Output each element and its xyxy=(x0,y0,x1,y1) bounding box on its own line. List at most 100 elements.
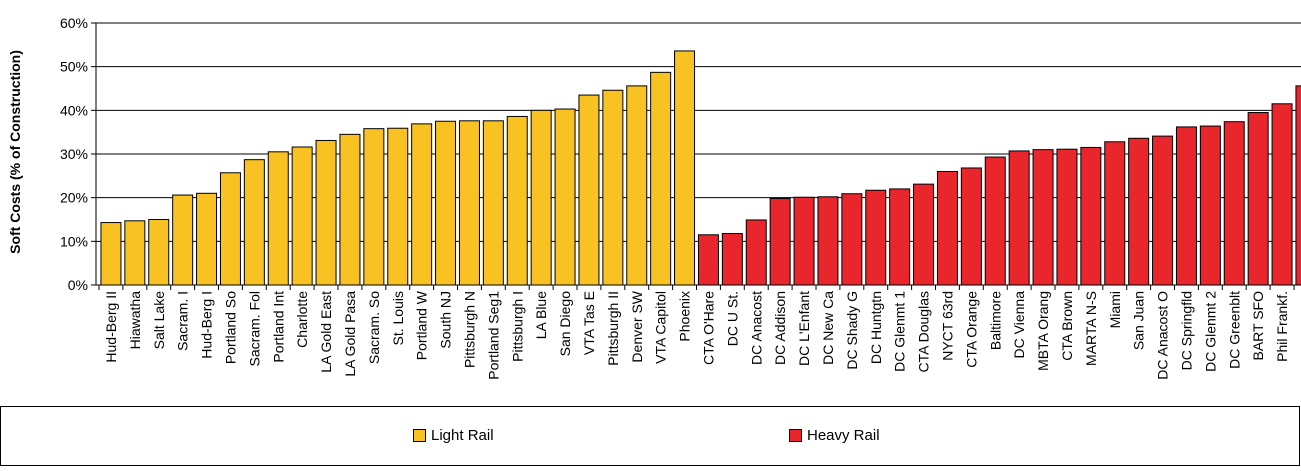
bar-dc-glenmt-1 xyxy=(889,188,911,286)
bar-san-juan xyxy=(1128,137,1150,286)
legend-item-light-rail: Light Rail xyxy=(413,427,494,444)
x-tick-label-charlotte: Charlotte xyxy=(294,291,310,348)
x-tick-label-hiawatha: Hiawatha xyxy=(127,291,143,350)
x-tick-label-san-juan: San Juan xyxy=(1131,291,1147,350)
x-tick-label-sacram-i: Sacram. I xyxy=(175,291,191,351)
bar-pittsburgh-n xyxy=(458,120,480,286)
legend-swatch-light-rail xyxy=(413,429,426,442)
x-tick-label-dc-u-st-: DC U St. xyxy=(724,291,740,346)
bar-sacram-fol xyxy=(243,159,265,286)
bar-vta-capitol xyxy=(650,71,672,286)
bar-cta-douglas xyxy=(913,183,935,286)
x-tick-label-phil-frankf-: Phil Frankf. xyxy=(1274,291,1290,362)
y-tick-label-30: 30% xyxy=(60,146,88,162)
x-tick-label-dc-l-enfant: DC L'Enfant xyxy=(796,291,812,366)
x-tick-label-portland-seg1: Portland Seg1 xyxy=(485,291,501,380)
x-tick-label-cta-orange: CTA Orange xyxy=(963,291,979,368)
bar-phoenix xyxy=(674,50,696,286)
x-tick-label-dc-glenmt-2: DC Glenmt 2 xyxy=(1202,291,1218,372)
x-tick-label-la-gold-east: LA Gold East xyxy=(318,291,334,373)
x-tick-label-dc-addison: DC Addison xyxy=(772,291,788,365)
bar-dc-addison xyxy=(769,198,791,286)
bar-dc-huntgtn xyxy=(865,189,887,286)
x-tick-label-bart-sfo: BART SFO xyxy=(1250,291,1266,361)
bar-vta-tas-e xyxy=(578,94,600,286)
x-tick-label-dc-glenmt-1: DC Glenmt 1 xyxy=(892,291,908,372)
bar-sacram-i xyxy=(172,194,194,286)
bar-nyct-63rd xyxy=(936,170,958,286)
x-tick-label-portland-w: Portland W xyxy=(414,290,430,360)
bar-portland-so xyxy=(219,172,241,286)
bar-portland-w xyxy=(411,123,433,286)
bar-dc-l-enfant xyxy=(793,196,815,286)
legend: Light Rail Heavy Rail xyxy=(0,406,1300,466)
bar-marta-n-s xyxy=(1080,146,1102,286)
bar-denver-sw xyxy=(626,85,648,286)
x-tick-label-phoenix: Phoenix xyxy=(677,291,693,342)
bar-la-blue xyxy=(530,109,552,286)
bar-dc-anacost xyxy=(745,219,767,286)
bar-bart-sfo xyxy=(1247,112,1269,286)
bar-nyct-stillw xyxy=(1295,85,1301,286)
bar-baltimore xyxy=(984,156,1006,286)
x-tick-label-dc-huntgtn: DC Huntgtn xyxy=(868,291,884,364)
y-tick-label-10: 10% xyxy=(60,233,88,249)
bar-cta-brown xyxy=(1056,148,1078,286)
legend-item-heavy-rail: Heavy Rail xyxy=(789,427,880,444)
x-tick-label-hud-berg-i: Hud-Berg I xyxy=(199,291,215,359)
bar-mbta-orang xyxy=(1032,149,1054,286)
x-tick-label-pittsburgh-n: Pittsburgh N xyxy=(461,291,477,368)
bar-dc-anacost-o xyxy=(1152,135,1174,286)
x-tick-label-cta-brown: CTA Brown xyxy=(1059,291,1075,361)
x-tick-label-dc-vienna: DC Vienna xyxy=(1011,291,1027,359)
y-tick-label-60: 60% xyxy=(60,15,88,31)
bar-hud-berg-ii xyxy=(100,222,122,286)
x-tick-label-san-diego: San Diego xyxy=(557,291,573,357)
x-tick-label-marta-n-s: MARTA N-S xyxy=(1083,291,1099,366)
x-tick-label-dc-springfld: DC Springfld xyxy=(1178,291,1194,370)
x-tick-label-vta-capitol: VTA Capitol xyxy=(653,291,669,364)
y-tick-labels: 0% 10% 20% 30% 40% 50% 60% xyxy=(60,15,88,293)
x-tick-label-denver-sw: Denver SW xyxy=(629,290,645,362)
legend-swatch-heavy-rail xyxy=(789,429,802,442)
x-tick-label-south-nj: South NJ xyxy=(438,291,454,349)
y-axis-label: Soft Costs (% of Construction) xyxy=(7,50,23,254)
x-tick-label-portland-int: Portland Int xyxy=(270,291,286,363)
x-tick-label-dc-shady-g: DC Shady G xyxy=(844,291,860,370)
y-tick-label-40: 40% xyxy=(60,102,88,118)
x-tick-label-dc-greenblt: DC Greenblt xyxy=(1226,291,1242,369)
bar-salt-lake xyxy=(148,219,170,286)
bar-south-nj xyxy=(435,120,457,286)
bar-portland-seg1 xyxy=(482,120,504,286)
bar-dc-u-st- xyxy=(721,232,743,286)
x-tick-label-nyct-63rd: NYCT 63rd xyxy=(939,291,955,361)
x-tick-label-cta-douglas: CTA Douglas xyxy=(916,291,932,372)
soft-costs-bar-chart: 0% 10% 20% 30% 40% 50% 60% Hud-Berg II Hiawatha… xyxy=(7,15,1301,380)
bar-dc-springfld xyxy=(1175,126,1197,286)
bar-phil-frankf- xyxy=(1271,103,1293,286)
axes xyxy=(91,22,1301,290)
x-tick-label-la-gold-pasa: LA Gold Pasa xyxy=(342,291,358,377)
x-tick-label-pittsburgh-i: Pittsburgh I xyxy=(509,291,525,362)
x-tick-label-st-louis: St. Louis xyxy=(390,291,406,345)
x-tick-label-hud-berg-ii: Hud-Berg II xyxy=(103,291,119,363)
x-tick-label-baltimore: Baltimore xyxy=(987,291,1003,350)
bar-san-diego xyxy=(554,108,576,286)
x-tick-label-portland-so: Portland So xyxy=(222,291,238,364)
x-tick-label-salt-lake: Salt Lake xyxy=(151,291,167,350)
y-tick-label-20: 20% xyxy=(60,190,88,206)
x-tick-label-pittsburgh-ii: Pittsburgh II xyxy=(605,291,621,366)
bar-dc-glenmt-2 xyxy=(1199,125,1221,286)
bar-cta-o-hare xyxy=(697,234,719,286)
x-tick-label-sacram-so: Sacram. So xyxy=(366,291,382,364)
x-tick-label-la-blue: LA Blue xyxy=(533,291,549,339)
bar-dc-vienna xyxy=(1008,150,1030,286)
bars xyxy=(100,50,1301,286)
x-tick-label-dc-new-ca: DC New Ca xyxy=(820,291,836,365)
x-tick-label-sacram-fol: Sacram. Fol xyxy=(246,291,262,366)
bar-pittsburgh-i xyxy=(506,115,528,286)
legend-label-light-rail: Light Rail xyxy=(431,427,494,444)
bar-cta-orange xyxy=(960,167,982,286)
bar-miami xyxy=(1104,141,1126,286)
bar-st-louis xyxy=(387,127,409,286)
